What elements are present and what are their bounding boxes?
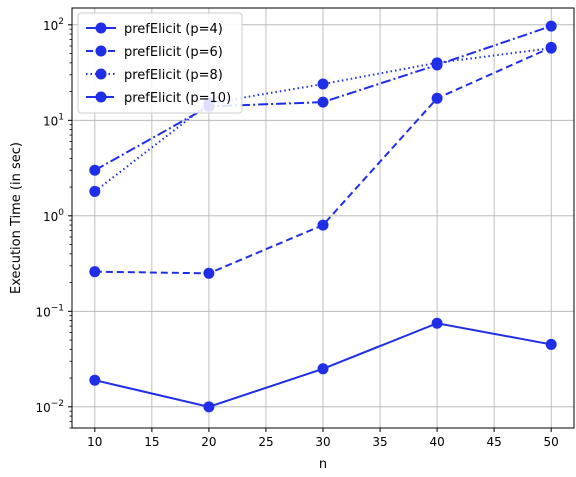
legend-item: prefElicit (p=6) [86,45,223,60]
data-point [89,164,101,176]
legend: prefElicit (p=4) prefElicit (p=6) prefElic… [77,12,243,114]
legend-item: prefElicit (p=4) [86,22,223,37]
legend-label: prefElicit (p=6) [124,45,223,60]
data-point [89,374,101,386]
y-tick-label: 102 [43,17,64,33]
x-tick-label: 10 [87,435,102,449]
data-point [89,266,101,278]
legend-marker [95,22,107,34]
data-point [317,363,329,375]
x-axis-label: n [319,457,327,472]
y-axis: 10−2 10−1 100 101 102 [35,17,72,429]
series-1 [89,317,557,413]
data-point [545,338,557,350]
data-point [203,401,215,413]
legend-label: prefElicit (p=4) [124,22,223,37]
series-layer [89,20,557,413]
y-tick-label: 10−2 [35,399,64,415]
data-point [431,59,443,71]
data-point [317,96,329,108]
legend-marker [95,68,107,80]
series-4 [89,20,557,176]
data-point [317,78,329,90]
series-line [94,47,552,193]
x-tick-label: 25 [258,435,273,449]
data-point [203,267,215,279]
x-tick-label: 50 [544,435,559,449]
data-point [545,42,557,54]
data-point [431,92,443,104]
series-line [94,25,552,172]
x-tick-label: 45 [486,435,501,449]
x-tick-label: 20 [201,435,216,449]
grid [72,8,574,428]
data-point [89,185,101,197]
legend-item: prefElicit (p=10) [86,91,231,106]
legend-marker [95,91,107,103]
data-point [431,317,443,329]
legend-label: prefElicit (p=8) [124,68,223,83]
legend-box [77,12,243,114]
data-point [545,20,557,32]
y-axis-label: Execution Time (in sec) [9,142,24,294]
x-axis: 10 15 20 25 30 35 40 45 50 [87,428,559,449]
x-tick-label: 15 [144,435,159,449]
data-point [317,219,329,231]
y-tick-label: 101 [43,112,64,128]
legend-marker [95,45,107,57]
x-tick-label: 40 [429,435,444,449]
x-tick-label: 35 [372,435,387,449]
legend-item: prefElicit (p=8) [86,68,223,83]
y-tick-label: 10−1 [35,303,64,319]
y-tick-label: 100 [43,208,64,224]
x-tick-label: 30 [315,435,330,449]
legend-label: prefElicit (p=10) [124,91,231,106]
